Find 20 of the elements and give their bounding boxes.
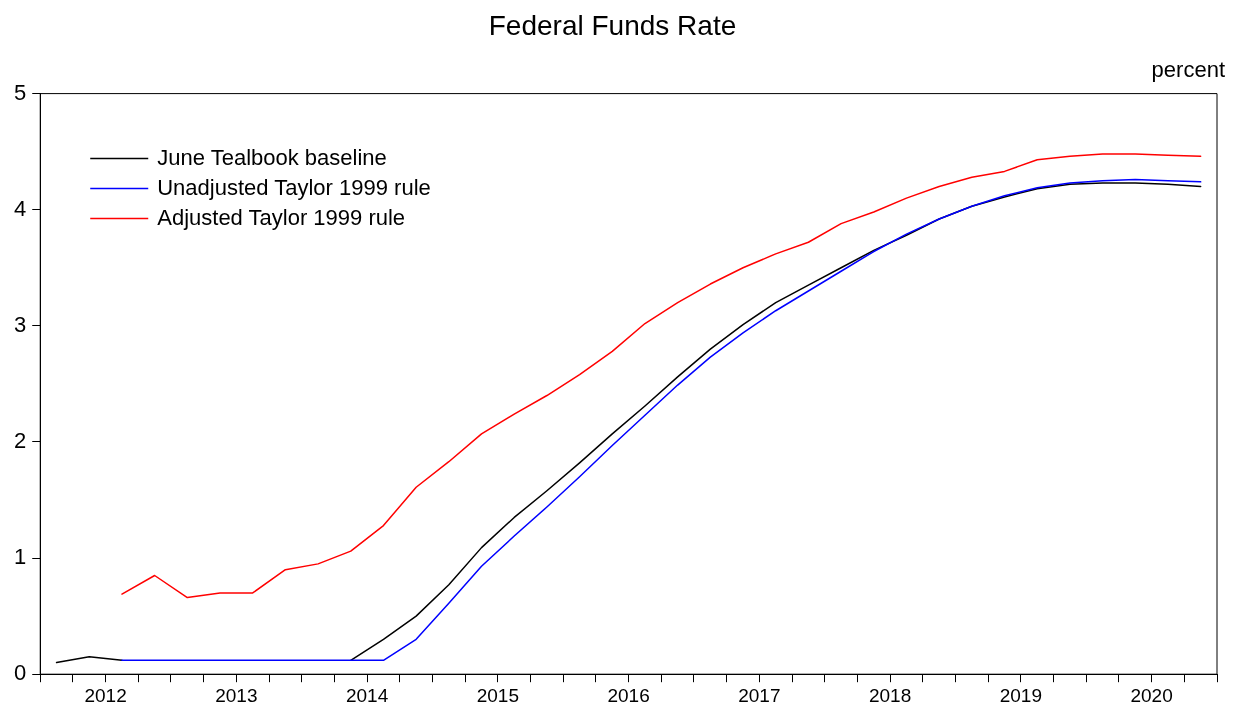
x-tick-label: 2014 xyxy=(345,684,389,706)
chart-title: Federal Funds Rate xyxy=(488,9,737,41)
x-tick-label: 2013 xyxy=(215,684,258,706)
y-tick-label: 5 xyxy=(13,79,27,105)
x-tick-label: 2019 xyxy=(999,684,1043,706)
y-tick-label: 2 xyxy=(13,428,27,454)
legend-label: Unadjusted Taylor 1999 rule xyxy=(157,174,431,200)
legend-label: Adjusted Taylor 1999 rule xyxy=(157,204,406,230)
legend-label: June Tealbook baseline xyxy=(157,144,387,170)
y-tick-label: 1 xyxy=(13,544,27,570)
x-tick-label: 2020 xyxy=(1130,684,1173,706)
y-tick-label: 4 xyxy=(13,195,27,221)
x-tick-label: 2018 xyxy=(868,684,912,706)
y-tick-label: 0 xyxy=(13,660,27,686)
x-tick-label: 2012 xyxy=(84,684,127,706)
x-tick-label: 2017 xyxy=(738,684,781,706)
x-tick-label: 2015 xyxy=(476,684,520,706)
y-axis-title: percent xyxy=(1151,56,1225,82)
x-tick-label: 2016 xyxy=(607,684,650,706)
y-tick-label: 3 xyxy=(13,311,27,337)
